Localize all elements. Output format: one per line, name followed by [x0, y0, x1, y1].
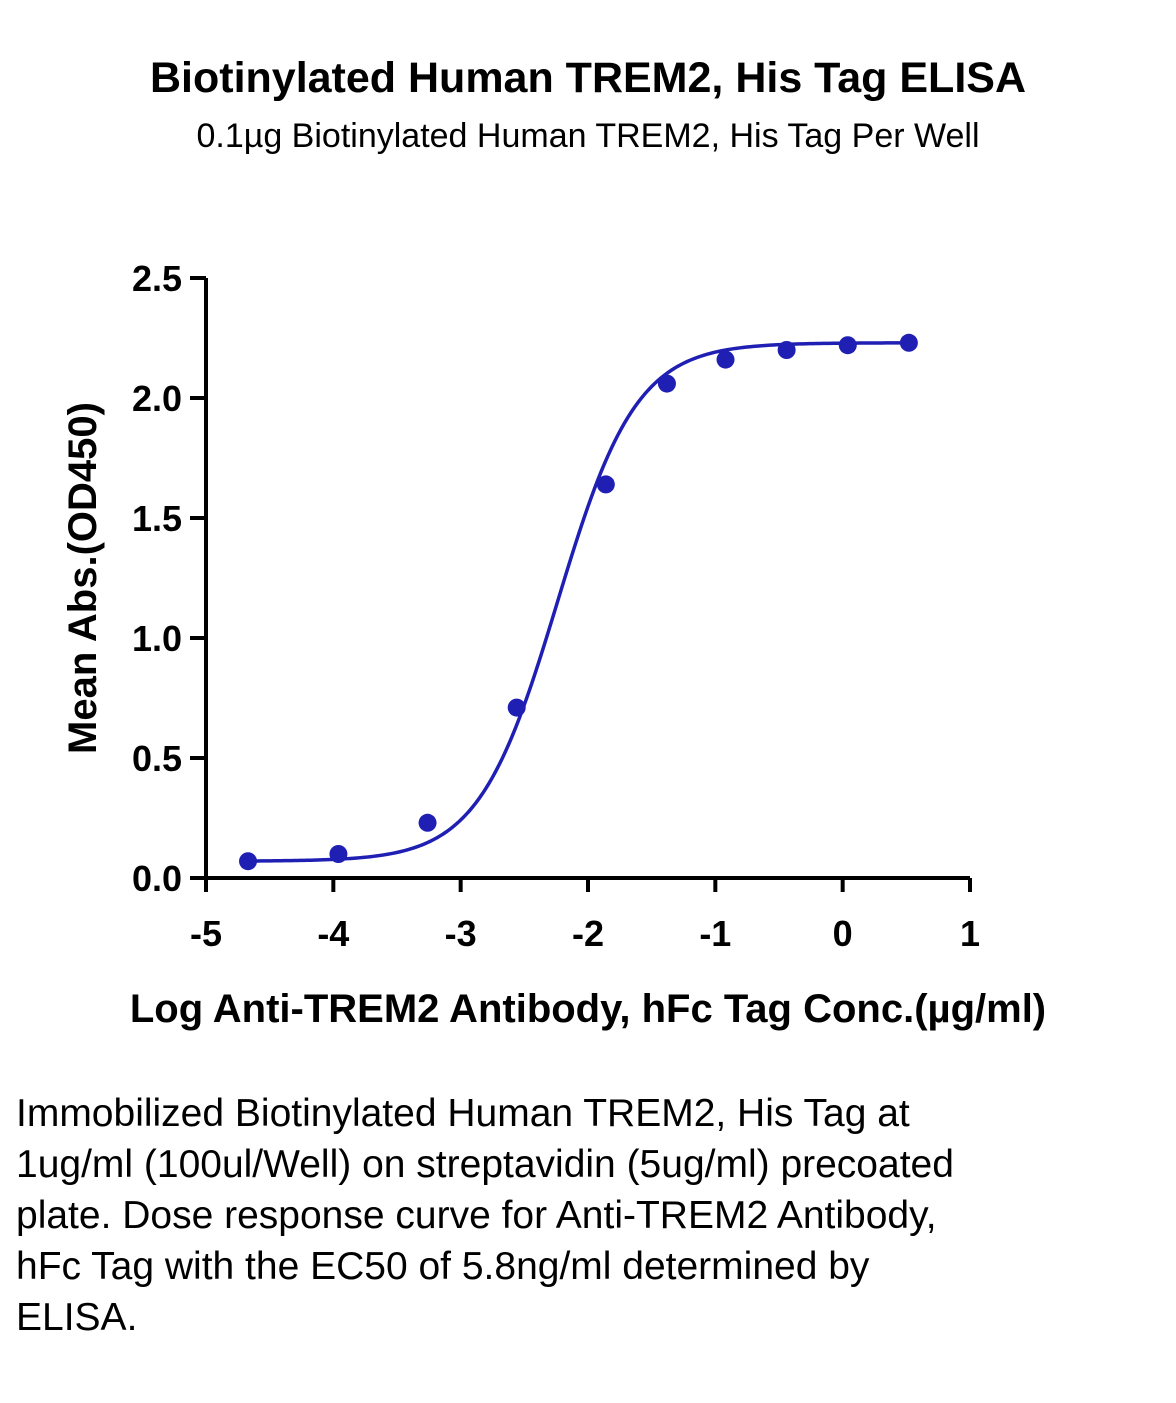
data-point: [418, 813, 437, 832]
data-point: [716, 350, 735, 369]
data-point: [596, 475, 615, 494]
y-tick-label: 2.0: [132, 378, 182, 419]
data-point: [507, 698, 526, 717]
x-tick-label: -5: [190, 913, 222, 954]
y-axis-label: Mean Abs.(OD450): [61, 402, 105, 754]
figure-caption: Immobilized Biotinylated Human TREM2, Hi…: [16, 1092, 954, 1339]
data-point: [657, 374, 676, 393]
y-tick-label: 1.5: [132, 498, 182, 539]
chart-axes: -5 -4 -3 -2 -1 0 1 0.0 0.5 1.0 1.5 2.0 2.5: [132, 258, 980, 954]
y-tick-label: 1.0: [132, 618, 182, 659]
x-tick-label: -2: [572, 913, 604, 954]
x-tick-label: 0: [833, 913, 853, 954]
y-tick-label: 2.5: [132, 258, 182, 299]
data-point: [838, 336, 857, 355]
x-tick-label: -3: [445, 913, 477, 954]
data-point: [329, 845, 348, 863]
fit-curve: [248, 341, 909, 863]
x-axis-label: Log Anti-TREM2 Antibody, hFc Tag Conc.(µ…: [130, 987, 1046, 1031]
data-point: [899, 333, 918, 352]
y-tick-label: 0.5: [132, 738, 182, 779]
chart-title: Biotinylated Human TREM2, His Tag ELISA: [149, 54, 1027, 102]
y-tick-label: 0.0: [132, 858, 182, 899]
x-tick-label: -1: [699, 913, 731, 954]
data-point: [777, 341, 796, 359]
x-tick-label: -4: [317, 913, 349, 954]
elisa-chart: -5 -4 -3 -2 -1 0 1 0.0 0.5 1.0 1.5 2.0 2.5 Mean Abs.…: [61, 258, 1046, 1031]
x-tick-label: 1: [960, 913, 980, 954]
chart-subtitle: 0.1µg Biotinylated Human TREM2, His Tag …: [196, 117, 980, 155]
data-points: [239, 333, 918, 871]
data-point: [239, 852, 258, 871]
